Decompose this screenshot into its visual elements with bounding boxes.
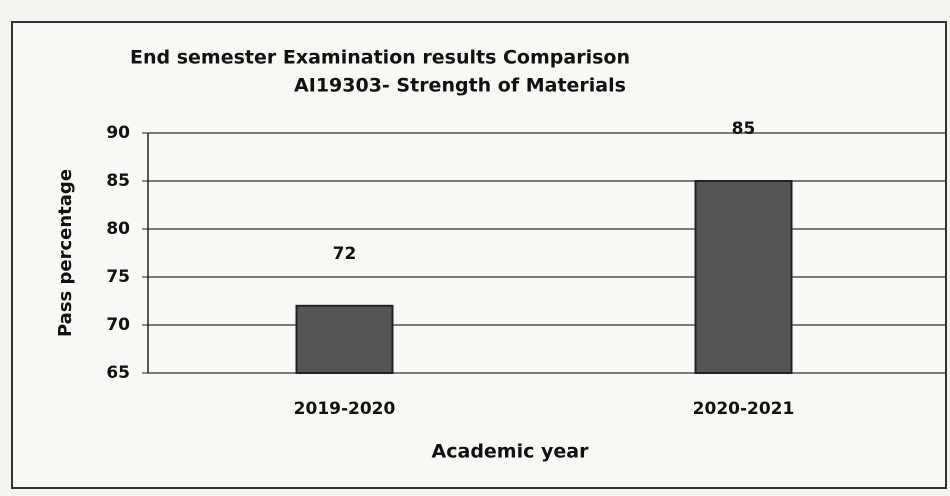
data-label: 85 bbox=[732, 119, 756, 139]
x-tick-label: 2019-2020 bbox=[294, 399, 396, 419]
x-tick-label: 2020-2021 bbox=[693, 399, 795, 419]
y-tick-label: 90 bbox=[106, 123, 130, 143]
y-tick-label: 85 bbox=[106, 171, 130, 191]
x-axis-label: Academic year bbox=[432, 441, 590, 463]
bar bbox=[295, 304, 394, 374]
y-tick-label: 70 bbox=[106, 315, 130, 335]
data-label: 72 bbox=[333, 244, 357, 264]
y-axis-label: Pass percentage bbox=[55, 169, 76, 337]
chart-subtitle: AI19303- Strength of Materials bbox=[294, 75, 626, 97]
chart-title: End semester Examination results Compari… bbox=[130, 47, 630, 69]
bar bbox=[694, 180, 793, 374]
y-tick-label: 80 bbox=[106, 219, 130, 239]
y-tick-label: 65 bbox=[106, 363, 130, 383]
y-tick-label: 75 bbox=[106, 267, 130, 287]
